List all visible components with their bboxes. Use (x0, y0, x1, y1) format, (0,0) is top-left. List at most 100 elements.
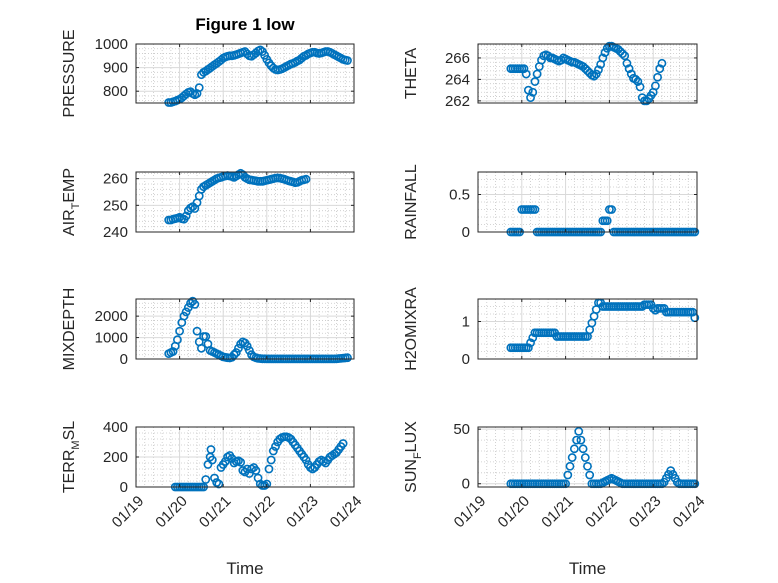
y-tick-label: 266 (445, 50, 470, 67)
data-point (598, 53, 608, 63)
x-tick-label: 01/21 (196, 493, 235, 532)
y-tick-label: 1 (462, 314, 470, 331)
data-point (301, 174, 311, 184)
y-axis-label: SUNFLUX (403, 421, 424, 493)
data-point (572, 435, 581, 445)
x-tick-label: 01/21 (538, 493, 577, 532)
data-point (532, 69, 542, 79)
data-point (244, 346, 254, 355)
data-point (271, 442, 280, 451)
figure-title: Figure 1 low (195, 15, 295, 34)
y-tick-label: 262 (445, 93, 470, 110)
data-point (181, 307, 191, 317)
data-point (521, 69, 531, 79)
data-point (255, 45, 265, 55)
data-point (576, 435, 586, 445)
x-tick-label: 01/20 (152, 493, 191, 532)
data-point (343, 353, 352, 363)
y-tick-label: 0 (462, 476, 470, 493)
y-axis-label: AIRTEMP (61, 168, 82, 236)
data-point (229, 350, 239, 360)
data-point (642, 96, 652, 106)
y-tick-label: 1000 (95, 36, 128, 53)
panel-sun_flux: 0 50 01/19 01/20 01/21 01/22 01/23 01/24 Time SUN… (403, 421, 708, 578)
data-point (537, 55, 546, 65)
data-point (251, 466, 261, 475)
data-point (523, 85, 533, 95)
axes-box (477, 43, 698, 104)
data-point (631, 75, 641, 84)
panel-air_temp: 240 250 260 AIRTEMP (61, 168, 355, 241)
y-tick-label: 264 (445, 71, 470, 88)
data-point (266, 455, 276, 465)
data-point (234, 343, 243, 353)
series-terr_msl (170, 432, 348, 492)
data-point (523, 343, 533, 353)
x-tick-label: 01/19 (451, 493, 490, 532)
y-tick-label: 0.5 (449, 187, 470, 204)
y-tick-label: 0 (120, 479, 128, 496)
data-point (580, 453, 590, 462)
y-axis-label: H2OMIXRA (403, 287, 420, 371)
data-point (626, 69, 636, 79)
data-point (528, 333, 538, 343)
panel-pressure: 800 900 1000 PRESSURE (61, 29, 355, 118)
x-axis-label: Time (569, 559, 606, 578)
x-tick-label: 01/24 (327, 493, 366, 532)
y-axis-label: TERRMSL (61, 421, 82, 493)
y-tick-label: 900 (103, 60, 128, 77)
data-point (194, 83, 204, 93)
data-point (567, 453, 577, 462)
y-tick-label: 260 (103, 171, 128, 188)
data-point (262, 479, 272, 489)
y-axis-label: PRESSURE (61, 29, 78, 117)
data-point (569, 444, 579, 454)
series-h2omixra (506, 298, 700, 353)
x-tick-label: 01/23 (283, 493, 322, 532)
series-rainfall (506, 205, 700, 237)
data-point (600, 48, 610, 57)
data-point (210, 473, 219, 483)
axes-box (135, 171, 355, 233)
data-point (583, 461, 592, 471)
y-tick-label: 250 (103, 197, 128, 214)
y-tick-label: 800 (103, 83, 128, 100)
data-point (242, 341, 252, 351)
y-tick-label: 0 (120, 351, 128, 368)
data-point (192, 326, 202, 336)
y-tick-label: 0 (462, 224, 470, 241)
y-axis-label: RAINFALL (403, 164, 420, 240)
panel-mixdepth: 0 1000 2000 MIXDEPTH (61, 288, 355, 370)
data-point (231, 348, 241, 357)
data-point (594, 65, 603, 75)
data-point (268, 446, 278, 456)
x-axis-label: Time (226, 559, 263, 578)
data-point (338, 439, 348, 448)
data-point (618, 49, 627, 59)
data-point (206, 445, 216, 454)
data-point (655, 64, 665, 74)
x-tick-label: 01/23 (626, 493, 665, 532)
y-tick-label: 0 (462, 351, 470, 368)
panel-terr_msl: 0 200 400 01/19 01/20 01/21 01/22 01/23 01/24 Tim… (61, 419, 365, 578)
axes-box (477, 298, 698, 360)
data-point (201, 475, 211, 484)
x-tick-label: 01/22 (582, 493, 621, 532)
data-point (168, 347, 178, 356)
data-point (589, 71, 599, 81)
data-point (657, 58, 667, 68)
data-point (207, 455, 217, 465)
data-point (181, 211, 191, 221)
y-axis-label: THETA (403, 48, 420, 100)
data-point (526, 338, 535, 348)
y-tick-label: 1000 (95, 330, 128, 347)
data-point (565, 461, 575, 471)
data-point (622, 58, 632, 68)
data-point (214, 479, 224, 489)
y-tick-label: 200 (103, 449, 128, 466)
x-tick-label: 01/20 (495, 493, 534, 532)
series-mixdepth (164, 296, 352, 364)
x-tick-label: 01/24 (670, 493, 709, 532)
data-point (179, 311, 189, 321)
